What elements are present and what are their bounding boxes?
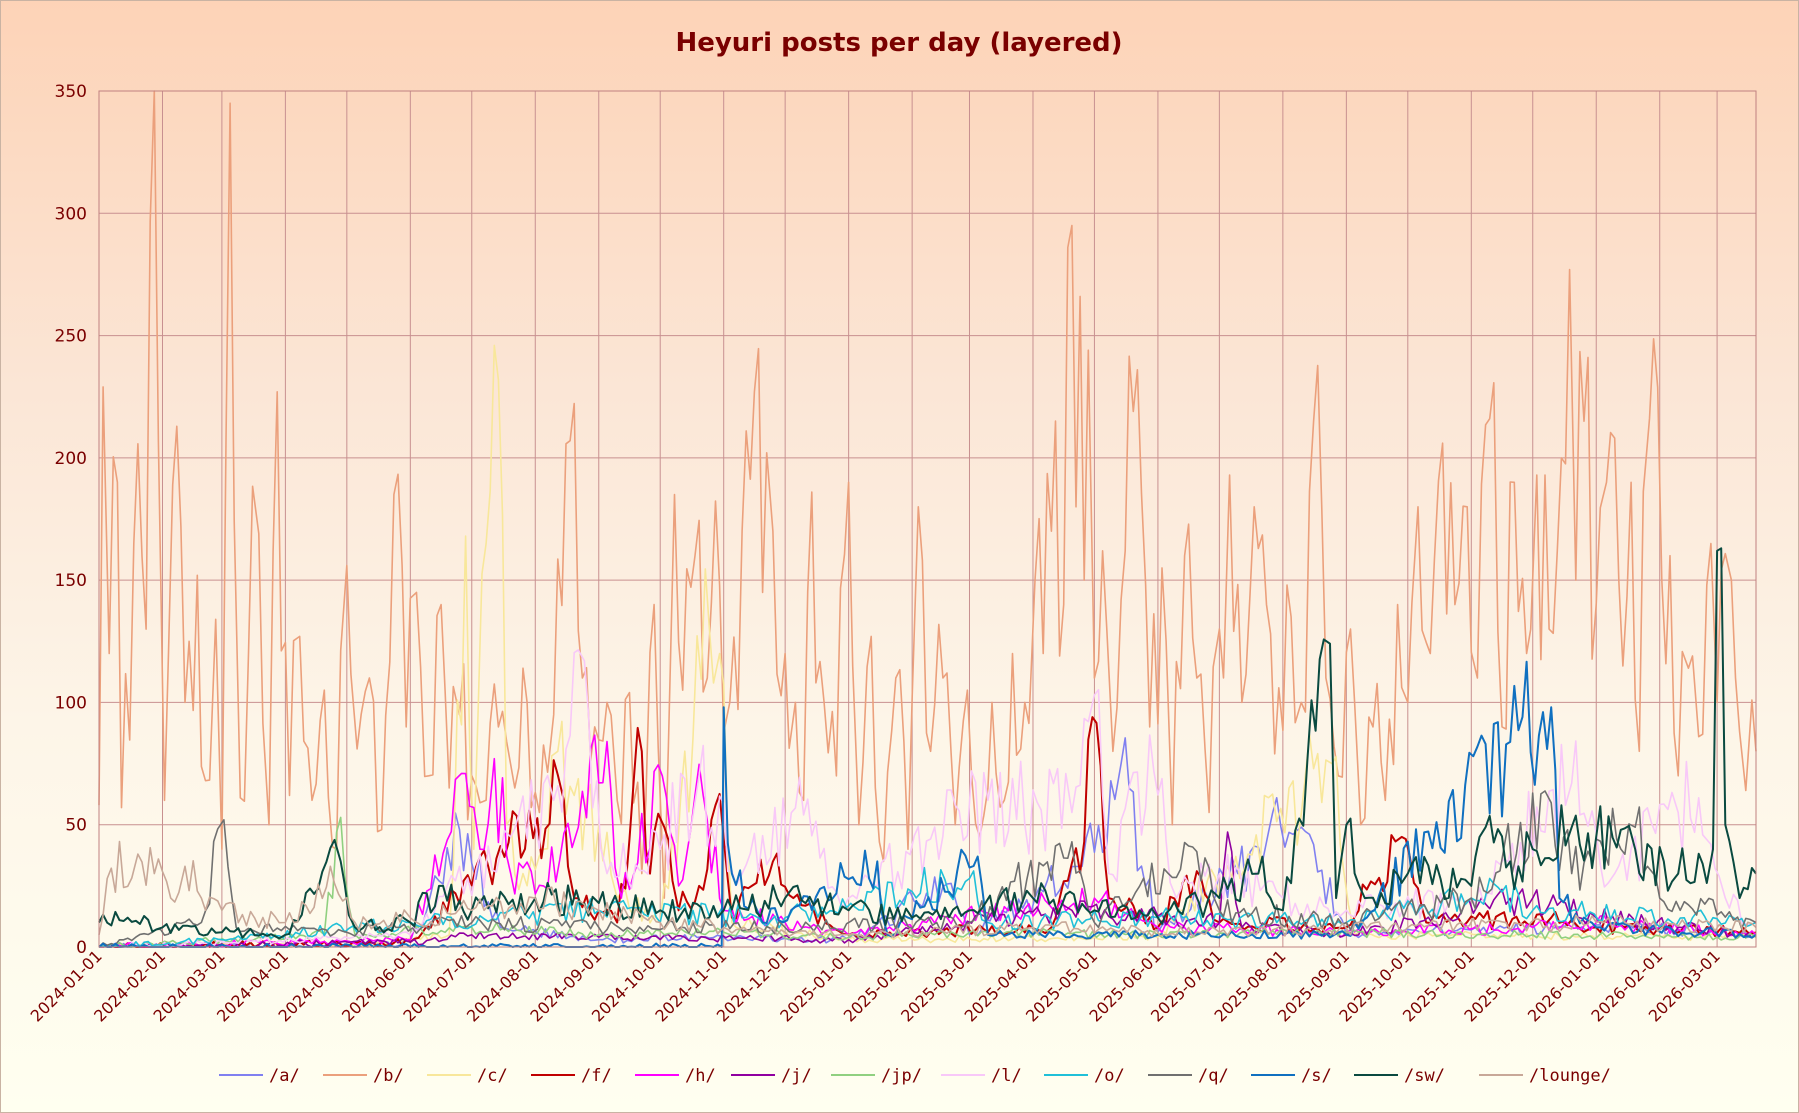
legend-item: /a/ bbox=[219, 1066, 300, 1086]
legend-label: /f/ bbox=[581, 1066, 612, 1086]
legend-label: /j/ bbox=[781, 1066, 812, 1086]
legend-label: /l/ bbox=[991, 1066, 1022, 1086]
legend-label: /s/ bbox=[1301, 1066, 1332, 1086]
y-tick-label: 250 bbox=[55, 327, 87, 347]
series-line-sw bbox=[98, 547, 1757, 940]
legend-item: /b/ bbox=[323, 1066, 404, 1086]
chart-title: Heyuri posts per day (layered) bbox=[675, 28, 1122, 58]
legend-item: /f/ bbox=[531, 1066, 612, 1086]
legend-item: /o/ bbox=[1044, 1066, 1125, 1086]
legend-item: /lounge/ bbox=[1479, 1066, 1611, 1086]
y-tick-label: 100 bbox=[55, 693, 87, 713]
x-axis: 2024-01-012024-02-012024-03-012024-04-01… bbox=[27, 946, 1724, 1025]
legend-item: /q/ bbox=[1148, 1066, 1229, 1086]
y-tick-label: 150 bbox=[55, 571, 87, 591]
legend-item: /h/ bbox=[635, 1066, 716, 1086]
legend-label: /c/ bbox=[477, 1066, 508, 1086]
legend-label: /b/ bbox=[373, 1066, 404, 1086]
series-line-lounge bbox=[98, 840, 1757, 939]
y-axis: 0 50 100 150 200 250 300 350 bbox=[55, 82, 87, 958]
series-line-j bbox=[99, 831, 1757, 948]
legend-label: /lounge/ bbox=[1529, 1066, 1611, 1086]
legend-item: /j/ bbox=[731, 1066, 812, 1086]
legend-label: /o/ bbox=[1094, 1066, 1125, 1086]
y-tick-label: 0 bbox=[76, 938, 87, 958]
legend-item: /c/ bbox=[427, 1066, 508, 1086]
plot-background bbox=[99, 91, 1756, 947]
legend-label: /q/ bbox=[1198, 1066, 1229, 1086]
series-line-b bbox=[98, 90, 1757, 899]
legend-item: /sw/ bbox=[1354, 1066, 1445, 1086]
y-tick-label: 50 bbox=[65, 816, 87, 836]
legend-item: /jp/ bbox=[831, 1066, 922, 1086]
plot-border bbox=[98, 90, 1757, 948]
legend-item: /s/ bbox=[1251, 1066, 1332, 1086]
legend-label: /h/ bbox=[685, 1066, 716, 1086]
legend-label: /sw/ bbox=[1404, 1066, 1445, 1086]
legend-item: /l/ bbox=[941, 1066, 1022, 1086]
y-tick-label: 350 bbox=[55, 82, 87, 102]
y-tick-label: 200 bbox=[55, 449, 87, 469]
legend-label: /a/ bbox=[269, 1066, 300, 1086]
legend-label: /jp/ bbox=[881, 1066, 922, 1086]
y-tick-label: 300 bbox=[55, 204, 87, 224]
legend: /a/ /b/ /c/ /f/ /h/ /j/ /jp/ /l/ /o/ /q/ /s/ /sw/ /l… bbox=[219, 1066, 1611, 1086]
